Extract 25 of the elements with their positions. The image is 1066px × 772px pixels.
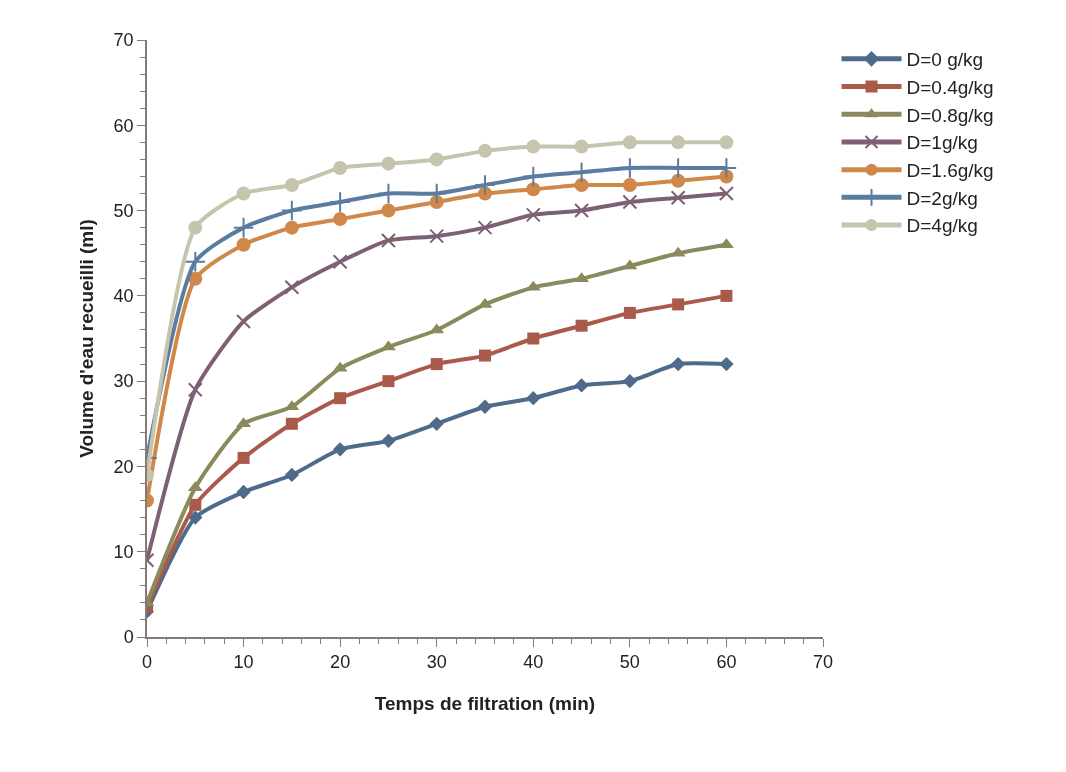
x-tick-label: 70 bbox=[812, 652, 834, 673]
y-axis-title: Volume d'eau recueilli (ml) bbox=[75, 219, 97, 458]
y-tick-label: 70 bbox=[113, 30, 134, 51]
legend-label: D=0.4g/kg bbox=[906, 76, 994, 98]
x-tick-label: 10 bbox=[233, 652, 254, 673]
y-tick-label: 30 bbox=[113, 371, 134, 392]
legend-label: D=0 g/kg bbox=[906, 49, 984, 71]
legend-label: D=4g/kg bbox=[906, 215, 978, 237]
x-tick-label: 20 bbox=[330, 652, 351, 673]
y-tick-label: 50 bbox=[113, 200, 134, 221]
y-tick-label: 60 bbox=[113, 115, 134, 136]
x-tick-label: 0 bbox=[141, 652, 153, 673]
x-tick-label: 60 bbox=[716, 652, 737, 673]
legend-label: D=1g/kg bbox=[906, 132, 978, 154]
legend-label: D=2g/kg bbox=[906, 187, 978, 209]
x-tick-label: 40 bbox=[523, 652, 544, 673]
y-tick-label: 10 bbox=[113, 542, 134, 563]
x-tick-label: 50 bbox=[619, 652, 640, 673]
y-tick-label: 0 bbox=[123, 627, 134, 648]
x-axis-title: Temps de filtration (min) bbox=[374, 692, 596, 714]
y-tick-label: 20 bbox=[113, 456, 134, 477]
y-tick-label: 40 bbox=[113, 286, 134, 307]
x-tick-label: 30 bbox=[426, 652, 447, 673]
legend-label: D=1.6g/kg bbox=[906, 160, 994, 182]
legend-label: D=0.8g/kg bbox=[906, 104, 994, 126]
